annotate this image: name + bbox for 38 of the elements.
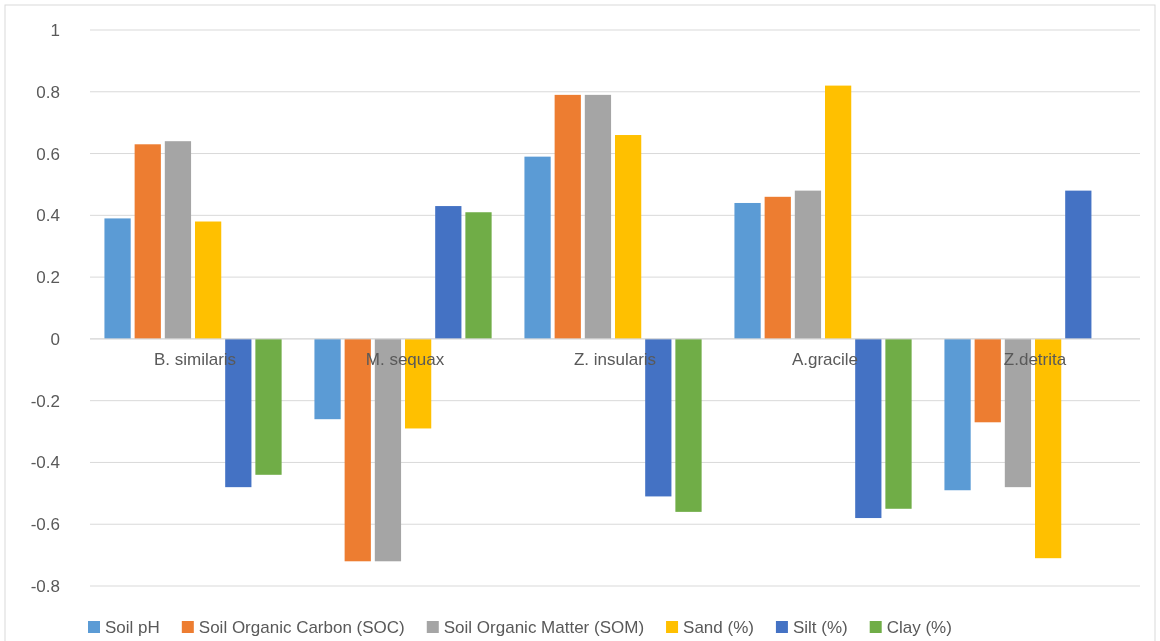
y-tick-label: 0 <box>50 329 60 349</box>
bar <box>675 338 702 512</box>
bar <box>764 196 791 339</box>
legend-label: Soil pH <box>105 618 160 637</box>
bar <box>885 338 912 509</box>
legend-label: Sand (%) <box>683 618 754 637</box>
bar <box>974 338 1001 423</box>
bar <box>524 156 551 339</box>
bar <box>314 338 341 420</box>
bar <box>855 338 882 519</box>
y-tick-label: -0.4 <box>30 453 60 473</box>
bar <box>164 141 192 339</box>
bar <box>794 190 822 339</box>
y-tick-label: -0.8 <box>30 576 60 596</box>
bar <box>944 338 971 491</box>
bar <box>435 206 462 339</box>
bar <box>465 212 492 339</box>
y-tick-label: 0.4 <box>36 206 60 226</box>
bar <box>255 338 282 475</box>
bar <box>825 85 852 339</box>
bar <box>104 218 131 339</box>
bar <box>615 135 642 339</box>
bar <box>195 221 222 339</box>
y-tick-label: 0.6 <box>36 144 60 164</box>
legend-label: Clay (%) <box>886 618 952 637</box>
bar <box>554 94 581 339</box>
bar <box>134 144 161 339</box>
bar <box>584 94 612 339</box>
legend-label: Silt (%) <box>792 618 848 637</box>
y-tick-label: 0.8 <box>36 82 60 102</box>
y-tick-label: 0.2 <box>36 268 60 288</box>
y-tick-label: 1 <box>50 20 60 40</box>
legend-label: Soil Organic Carbon (SOC) <box>198 618 405 637</box>
y-tick-label: -0.2 <box>30 391 60 411</box>
bar <box>734 202 761 339</box>
y-tick-label: -0.6 <box>30 515 60 535</box>
legend-label: Soil Organic Matter (SOM) <box>443 618 645 637</box>
bar <box>1065 190 1092 339</box>
